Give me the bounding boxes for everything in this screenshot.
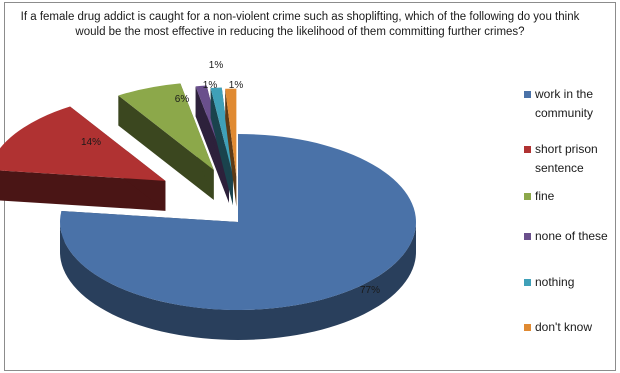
data-label-work-in-the-community: 77% — [360, 285, 380, 296]
legend-item-work-in-the-community: work in the community — [524, 87, 593, 120]
legend-swatch — [524, 233, 531, 240]
legend-item-don-t-know: don't know — [524, 320, 592, 334]
legend-item-nothing: nothing — [524, 275, 574, 289]
data-label-don-t-know: 1% — [229, 80, 244, 91]
legend-label: short prison sentence — [535, 142, 598, 175]
data-label-short-prison-sentence: 14% — [81, 137, 101, 148]
legend-item-fine: fine — [524, 189, 555, 203]
legend-item-short-prison-sentence: short prison sentence — [524, 142, 598, 175]
pie-slice-nothing — [210, 87, 233, 206]
legend-item-none-of-these: none of these — [524, 229, 608, 243]
data-label-fine: 6% — [175, 94, 190, 105]
pie-slices — [0, 83, 417, 340]
legend-label: none of these — [535, 229, 608, 243]
pie-slice-work-in-the-community — [59, 134, 417, 340]
chart-title: If a female drug addict is caught for a … — [20, 11, 580, 38]
legend-swatch — [524, 146, 531, 153]
legend-swatch — [524, 324, 531, 331]
pie-slice-don-t-know — [225, 88, 237, 207]
legend-label: don't know — [535, 320, 592, 334]
data-label-nothing: 1% — [209, 60, 224, 71]
legend-label: fine — [535, 189, 555, 203]
legend-swatch — [524, 279, 531, 286]
legend-label: nothing — [535, 275, 574, 289]
legend-swatch — [524, 193, 531, 200]
legend: work in the community short prison sentence… — [524, 87, 608, 334]
data-labels: 77% 14% 6% 1% 1% 1% — [81, 60, 380, 296]
pie-slice-short-prison-sentence — [0, 106, 166, 211]
legend-swatch — [524, 91, 531, 98]
data-label-none-of-these: 1% — [203, 80, 218, 91]
legend-label: work in the community — [534, 87, 593, 120]
pie-slice-fine — [118, 83, 214, 200]
